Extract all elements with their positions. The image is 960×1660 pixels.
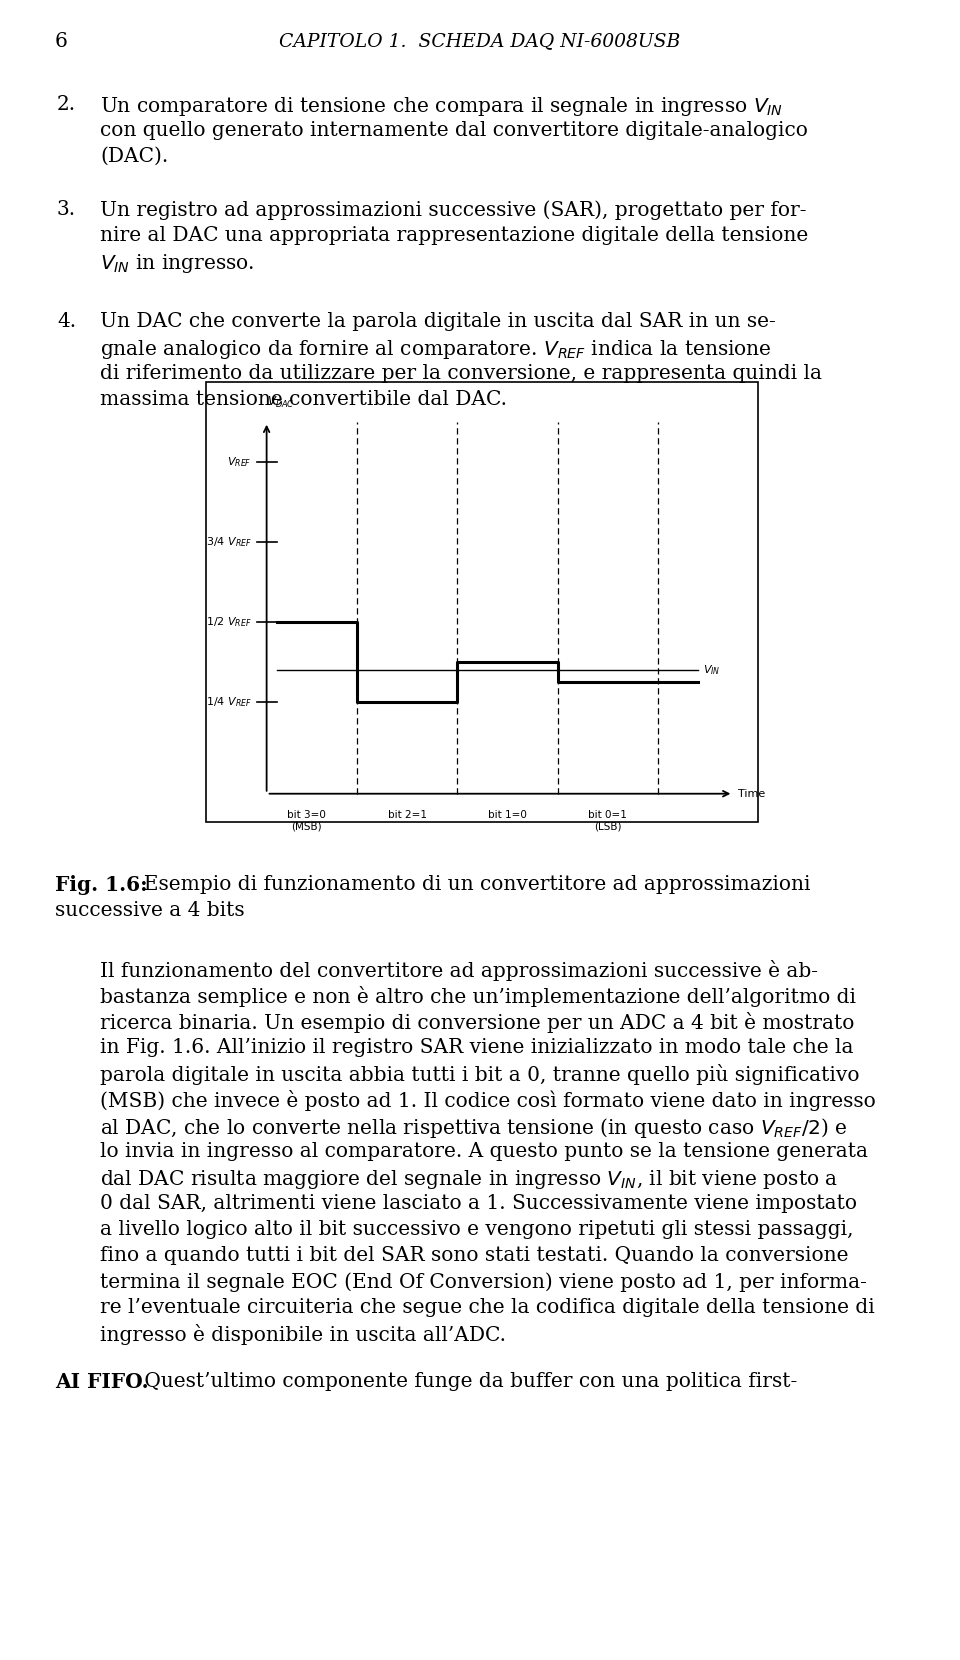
Text: (MSB) che invece è posto ad 1. Il codice così formato viene dato in ingresso: (MSB) che invece è posto ad 1. Il codice… [100, 1091, 876, 1111]
Text: Il funzionamento del convertitore ad approssimazioni successive è ab-: Il funzionamento del convertitore ad app… [100, 959, 818, 981]
Text: 6: 6 [55, 32, 68, 51]
Text: Fig. 1.6:: Fig. 1.6: [55, 875, 148, 895]
Text: (DAC).: (DAC). [100, 148, 168, 166]
Text: Time: Time [738, 788, 765, 798]
Text: al DAC, che lo converte nella rispettiva tensione (in questo caso $V_{REF}/2$) e: al DAC, che lo converte nella rispettiva… [100, 1116, 847, 1140]
Text: Un DAC che converte la parola digitale in uscita dal SAR in un se-: Un DAC che converte la parola digitale i… [100, 312, 776, 330]
Text: bit 1=0: bit 1=0 [488, 810, 527, 820]
Text: 3.: 3. [57, 199, 76, 219]
Text: successive a 4 bits: successive a 4 bits [55, 901, 245, 920]
Text: con quello generato internamente dal convertitore digitale-analogico: con quello generato internamente dal con… [100, 121, 808, 139]
Text: di riferimento da utilizzare per la conversione, e rappresenta quindi la: di riferimento da utilizzare per la conv… [100, 364, 822, 383]
Text: $V_{REF}$: $V_{REF}$ [228, 455, 252, 468]
Text: dal DAC risulta maggiore del segnale in ingresso $V_{IN}$, il bit viene posto a: dal DAC risulta maggiore del segnale in … [100, 1169, 838, 1190]
Text: termina il segnale EOC (End Of Conversion) viene posto ad 1, per informa-: termina il segnale EOC (End Of Conversio… [100, 1272, 867, 1291]
Text: bit 3=0
(MSB): bit 3=0 (MSB) [287, 810, 326, 832]
Text: massima tensione convertibile dal DAC.: massima tensione convertibile dal DAC. [100, 390, 507, 408]
Text: $V_{DAC}$: $V_{DAC}$ [267, 395, 295, 410]
Text: $1/4\ V_{REF}$: $1/4\ V_{REF}$ [205, 696, 252, 709]
Text: Un comparatore di tensione che compara il segnale in ingresso $V_{IN}$: Un comparatore di tensione che compara i… [100, 95, 783, 118]
Text: 4.: 4. [57, 312, 76, 330]
Text: ingresso è disponibile in uscita all’ADC.: ingresso è disponibile in uscita all’ADC… [100, 1325, 506, 1345]
Text: bastanza semplice e non è altro che un’implementazione dell’algoritmo di: bastanza semplice e non è altro che un’i… [100, 986, 856, 1008]
Text: bit 0=1
(LSB): bit 0=1 (LSB) [588, 810, 627, 832]
Text: lo invia in ingresso al comparatore. A questo punto se la tensione generata: lo invia in ingresso al comparatore. A q… [100, 1142, 868, 1160]
Text: in Fig. 1.6. All’inizio il registro SAR viene inizializzato in modo tale che la: in Fig. 1.6. All’inizio il registro SAR … [100, 1038, 853, 1057]
Text: $3/4\ V_{REF}$: $3/4\ V_{REF}$ [205, 535, 252, 549]
Text: Quest’ultimo componente funge da buffer con una politica first-: Quest’ultimo componente funge da buffer … [138, 1373, 797, 1391]
Text: ricerca binaria. Un esempio di conversione per un ADC a 4 bit è mostrato: ricerca binaria. Un esempio di conversio… [100, 1013, 854, 1033]
Text: Un registro ad approssimazioni successive (SAR), progettato per for-: Un registro ad approssimazioni successiv… [100, 199, 806, 219]
Text: fino a quando tutti i bit del SAR sono stati testati. Quando la conversione: fino a quando tutti i bit del SAR sono s… [100, 1247, 849, 1265]
Text: parola digitale in uscita abbia tutti i bit a 0, tranne quello più significativo: parola digitale in uscita abbia tutti i … [100, 1064, 859, 1086]
Text: gnale analogico da fornire al comparatore. $V_{REF}$ indica la tensione: gnale analogico da fornire al comparator… [100, 339, 772, 360]
Text: a livello logico alto il bit successivo e vengono ripetuti gli stessi passaggi,: a livello logico alto il bit successivo … [100, 1220, 853, 1238]
Bar [206, 382, 758, 822]
Text: $1/2\ V_{REF}$: $1/2\ V_{REF}$ [206, 614, 252, 629]
Text: nire al DAC una appropriata rappresentazione digitale della tensione: nire al DAC una appropriata rappresentaz… [100, 226, 808, 246]
Text: 2.: 2. [57, 95, 76, 115]
Text: bit 2=1: bit 2=1 [388, 810, 426, 820]
Text: Esempio di funzionamento di un convertitore ad approssimazioni: Esempio di funzionamento di un convertit… [131, 875, 810, 895]
Text: $V_{IN}$ in ingresso.: $V_{IN}$ in ingresso. [100, 252, 254, 276]
Text: re l’eventuale circuiteria che segue che la codifica digitale della tensione di: re l’eventuale circuiteria che segue che… [100, 1298, 875, 1316]
Text: AI FIFO.: AI FIFO. [55, 1373, 149, 1393]
Text: CAPITOLO 1.  SCHEDA DAQ NI-6008USB: CAPITOLO 1. SCHEDA DAQ NI-6008USB [279, 32, 681, 50]
Text: 0 dal SAR, altrimenti viene lasciato a 1. Successivamente viene impostato: 0 dal SAR, altrimenti viene lasciato a 1… [100, 1194, 857, 1213]
Text: $V_{IN}$: $V_{IN}$ [703, 662, 721, 677]
